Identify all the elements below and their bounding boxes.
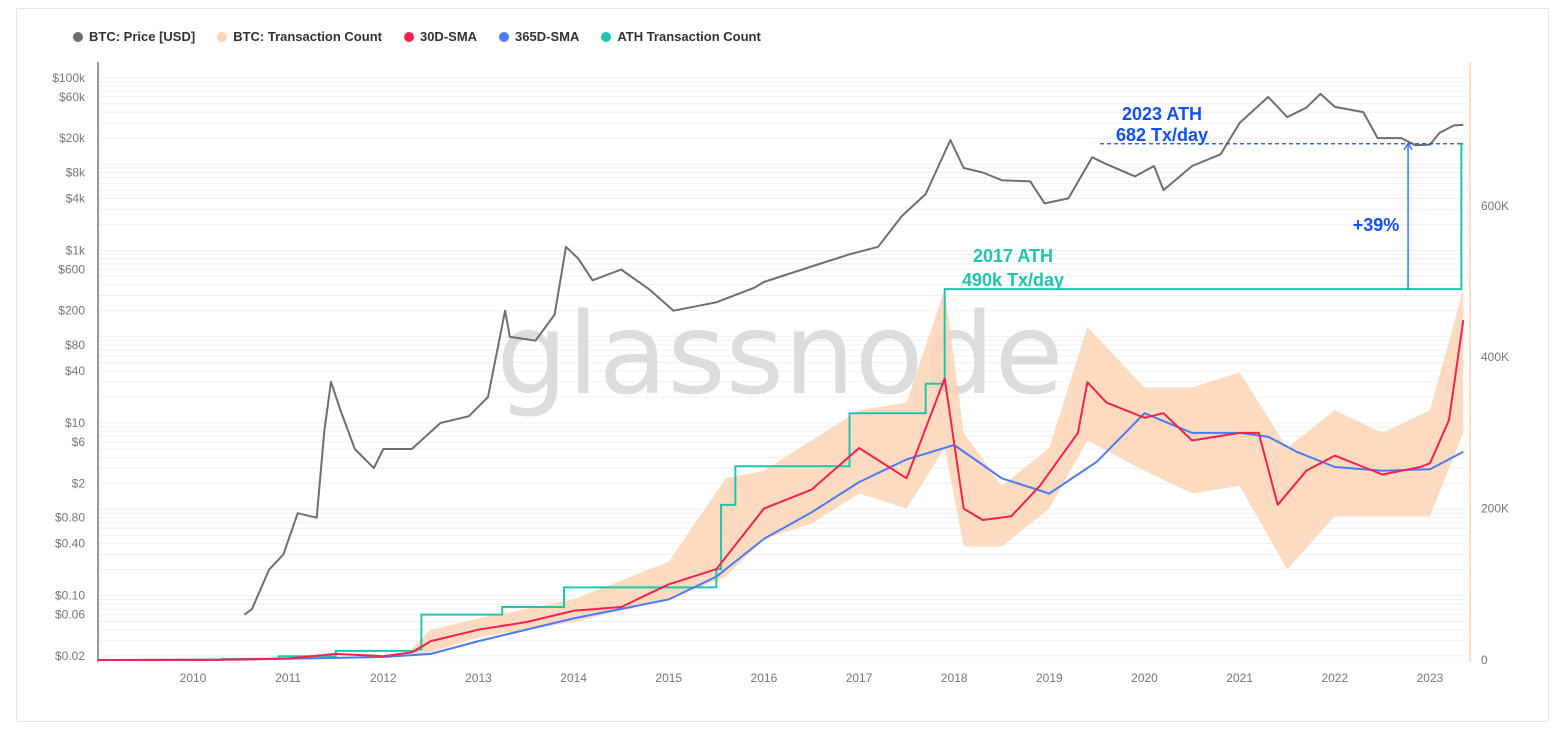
series-ath-tx-count-line — [97, 142, 1464, 661]
x-tick-label: 2021 — [1226, 671, 1253, 685]
y-left-tick-label: $60k — [59, 90, 86, 104]
y-left-tick-label: $0.02 — [55, 649, 85, 663]
x-tick-label: 2011 — [275, 671, 301, 685]
y-left-tick-label: $40 — [65, 364, 85, 378]
y-left-tick-label: $20k — [59, 131, 86, 145]
annotation-2023-ath-title: 2023 ATH — [1122, 104, 1202, 124]
arrow-up-icon — [1403, 142, 1413, 151]
y-left-tick-label: $2 — [72, 476, 86, 490]
series-btc-price-line — [243, 92, 1464, 616]
y-left-tick-label: $1k — [66, 243, 86, 257]
y-right-tick-label: 0 — [1481, 653, 1488, 667]
y-left-tick-label: $600 — [58, 263, 85, 277]
y-left-tick-label: $0.40 — [55, 537, 85, 551]
y-right-tick-label: 600K — [1481, 199, 1509, 213]
x-tick-label: 2014 — [560, 671, 587, 685]
x-tick-label: 2013 — [465, 671, 492, 685]
series-tx-count-band — [411, 289, 1464, 657]
legend-dot-icon — [73, 31, 83, 42]
y-right-tick-label: 400K — [1481, 350, 1509, 364]
x-tick-label: 2019 — [1036, 671, 1063, 685]
y-left-tick-label: $6 — [72, 435, 86, 449]
annotation-growth-percent: +39% — [1353, 215, 1400, 235]
legend-item-price[interactable]: BTC: Price [USD] — [73, 29, 195, 44]
legend-label: BTC: Transaction Count — [233, 29, 382, 44]
legend-label: ATH Transaction Count — [617, 29, 761, 44]
x-tick-label: 2010 — [180, 671, 207, 685]
x-tick-label: 2012 — [370, 671, 397, 685]
x-tick-label: 2020 — [1131, 671, 1158, 685]
y-left-tick-label: $4k — [66, 191, 86, 205]
x-tick-label: 2017 — [846, 671, 873, 685]
legend-item-ath[interactable]: ATH Transaction Count — [601, 29, 761, 44]
legend-dot-icon — [499, 31, 510, 42]
legend-dot-icon — [217, 31, 228, 42]
legend-label: 365D-SMA — [515, 29, 580, 44]
y-left-tick-label: $0.10 — [55, 589, 85, 603]
y-left-tick-label: $10 — [65, 416, 85, 430]
y-left-tick-label: $80 — [65, 338, 85, 352]
legend-dot-icon — [601, 31, 612, 42]
series-30d-sma-line — [97, 319, 1465, 661]
legend-item-tx-count[interactable]: BTC: Transaction Count — [217, 29, 382, 44]
y-left-tick-label: $8k — [66, 165, 86, 179]
y-left-tick-label: $0.80 — [55, 511, 85, 525]
y-left-tick-label: $200 — [58, 304, 85, 318]
x-tick-label: 2016 — [751, 671, 778, 685]
x-tick-label: 2023 — [1417, 671, 1444, 685]
chart-frame — [16, 8, 1549, 722]
legend-item-30d-sma[interactable]: 30D-SMA — [403, 29, 478, 44]
annotation-2023-ath-value: 682 Tx/day — [1116, 125, 1208, 145]
x-tick-label: 2018 — [941, 671, 968, 685]
annotation-2017-ath-value: 490k Tx/day — [962, 270, 1064, 290]
y-left-tick-label: $100k — [52, 71, 86, 85]
legend: BTC: Price [USD] BTC: Transaction Count … — [73, 29, 761, 44]
x-tick-label: 2015 — [655, 671, 682, 685]
y-right-tick-label: 200K — [1481, 502, 1509, 516]
legend-label: BTC: Price [USD] — [89, 29, 196, 44]
x-tick-label: 2022 — [1321, 671, 1348, 685]
watermark-logo: glassnode — [496, 290, 1063, 420]
legend-item-365d-sma[interactable]: 365D-SMA — [499, 29, 579, 44]
y-left-tick-label: $0.06 — [55, 608, 85, 622]
annotation-2017-ath-title: 2017 ATH — [973, 246, 1053, 266]
legend-label: 30D-SMA — [419, 29, 478, 44]
legend-dot-icon — [403, 31, 414, 42]
